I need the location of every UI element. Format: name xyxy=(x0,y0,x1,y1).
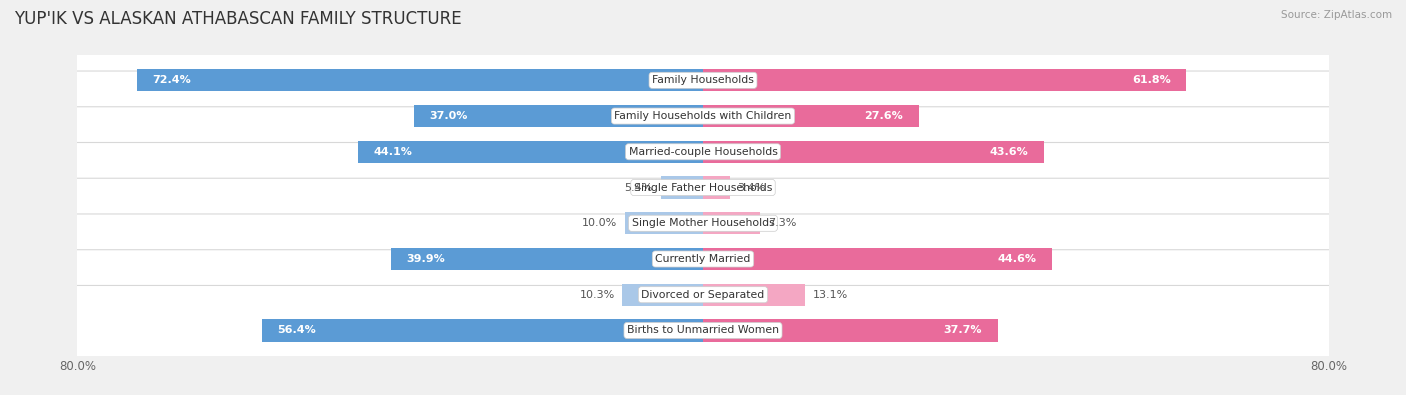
Bar xyxy=(661,177,703,199)
Text: Family Households with Children: Family Households with Children xyxy=(614,111,792,121)
Bar xyxy=(413,105,703,127)
Bar xyxy=(703,284,806,306)
Legend: Yup'ik, Alaskan Athabascan: Yup'ik, Alaskan Athabascan xyxy=(596,393,810,395)
Text: Divorced or Separated: Divorced or Separated xyxy=(641,290,765,300)
Text: Family Households: Family Households xyxy=(652,75,754,85)
Bar xyxy=(136,69,703,91)
Text: 10.3%: 10.3% xyxy=(579,290,614,300)
Bar xyxy=(359,141,703,163)
FancyBboxPatch shape xyxy=(67,71,1339,161)
Bar xyxy=(703,177,730,199)
FancyBboxPatch shape xyxy=(67,250,1339,340)
Bar xyxy=(703,69,1187,91)
Text: Single Father Households: Single Father Households xyxy=(634,182,772,192)
FancyBboxPatch shape xyxy=(67,178,1339,268)
Text: 10.0%: 10.0% xyxy=(582,218,617,228)
Text: 37.7%: 37.7% xyxy=(943,325,983,335)
Text: YUP'IK VS ALASKAN ATHABASCAN FAMILY STRUCTURE: YUP'IK VS ALASKAN ATHABASCAN FAMILY STRU… xyxy=(14,10,461,28)
Bar xyxy=(703,320,998,342)
Bar xyxy=(623,284,703,306)
Text: 44.6%: 44.6% xyxy=(997,254,1036,264)
FancyBboxPatch shape xyxy=(67,286,1339,376)
Text: 5.4%: 5.4% xyxy=(624,182,652,192)
Text: 56.4%: 56.4% xyxy=(277,325,316,335)
Text: Births to Unmarried Women: Births to Unmarried Women xyxy=(627,325,779,335)
FancyBboxPatch shape xyxy=(67,214,1339,304)
Bar xyxy=(703,105,920,127)
Bar xyxy=(703,141,1045,163)
Text: Married-couple Households: Married-couple Households xyxy=(628,147,778,157)
Bar xyxy=(391,248,703,270)
Text: Source: ZipAtlas.com: Source: ZipAtlas.com xyxy=(1281,10,1392,20)
Text: 44.1%: 44.1% xyxy=(374,147,412,157)
Text: 43.6%: 43.6% xyxy=(990,147,1028,157)
FancyBboxPatch shape xyxy=(67,35,1339,125)
Text: 37.0%: 37.0% xyxy=(429,111,468,121)
Text: Single Mother Households: Single Mother Households xyxy=(631,218,775,228)
Bar xyxy=(703,248,1052,270)
Text: 3.4%: 3.4% xyxy=(737,182,766,192)
FancyBboxPatch shape xyxy=(67,143,1339,233)
FancyBboxPatch shape xyxy=(67,107,1339,197)
Text: 13.1%: 13.1% xyxy=(813,290,849,300)
Text: 39.9%: 39.9% xyxy=(406,254,446,264)
Bar xyxy=(703,212,761,234)
Bar xyxy=(624,212,703,234)
Text: 27.6%: 27.6% xyxy=(865,111,903,121)
Text: 7.3%: 7.3% xyxy=(768,218,796,228)
Text: 72.4%: 72.4% xyxy=(152,75,191,85)
Bar xyxy=(262,320,703,342)
Text: Currently Married: Currently Married xyxy=(655,254,751,264)
Text: 61.8%: 61.8% xyxy=(1132,75,1171,85)
